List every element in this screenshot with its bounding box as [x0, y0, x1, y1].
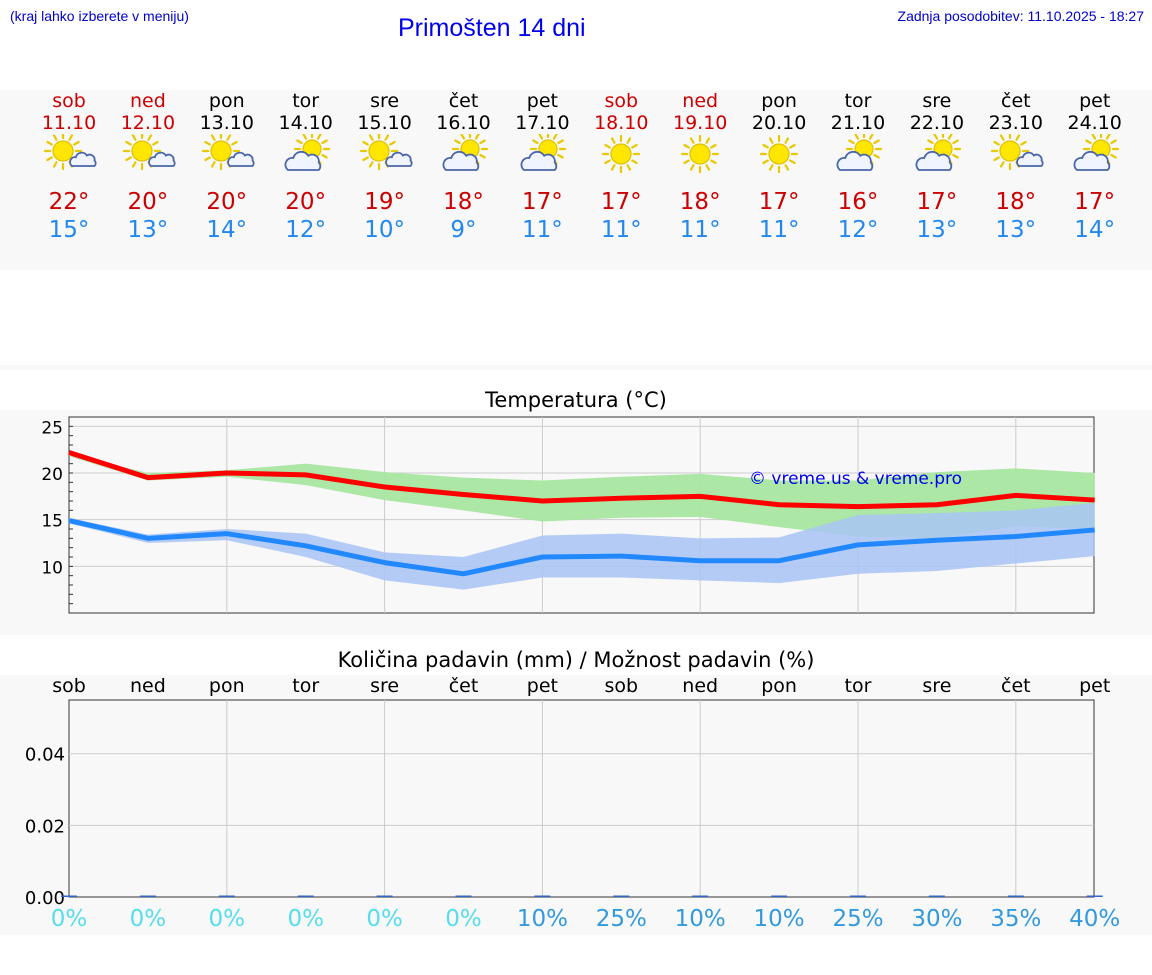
min-temp: 14°: [206, 217, 248, 243]
min-temp: 13°: [127, 217, 169, 243]
cloud-sun-icon: [818, 130, 898, 186]
forecast-strip: [0, 90, 1152, 270]
day-name: ned: [682, 90, 719, 112]
day-column: sre 15.10 19° 10°: [345, 90, 425, 244]
day-name: sob: [604, 90, 639, 112]
cloud-sun-icon: [424, 130, 504, 186]
max-temp: 18°: [679, 189, 721, 215]
max-temp: 22°: [48, 189, 90, 215]
min-temp: 9°: [450, 217, 477, 243]
cloud-sun-icon: [897, 130, 977, 186]
max-temp: 20°: [285, 189, 327, 215]
day-name: čet: [1001, 90, 1031, 112]
day-date: 16.10: [436, 112, 491, 134]
max-temp: 17°: [600, 189, 642, 215]
sun-icon: [581, 134, 661, 186]
day-name: tor: [844, 90, 872, 112]
max-temp: 17°: [758, 189, 800, 215]
day-name: čet: [448, 90, 479, 112]
day-column: ned 12.10 20° 13°: [108, 90, 188, 244]
day-name: pet: [526, 90, 558, 112]
day-name: pet: [1079, 90, 1111, 112]
divider: [0, 365, 1152, 370]
min-temp: 15°: [48, 217, 90, 243]
max-temp: 16°: [837, 189, 879, 215]
day-date: 19.10: [672, 112, 728, 134]
cloud-sun-icon: [1055, 130, 1135, 186]
day-date: 20.10: [751, 112, 807, 134]
max-temp: 17°: [522, 189, 563, 215]
max-temp: 20°: [206, 189, 248, 215]
day-name: pon: [208, 90, 245, 112]
day-date: 24.10: [1067, 112, 1122, 134]
day-name: pon: [761, 90, 797, 112]
min-temp: 11°: [522, 217, 563, 243]
day-date: 11.10: [41, 112, 97, 134]
day-date: 13.10: [199, 112, 254, 134]
day-date: 21.10: [830, 112, 886, 134]
day-column: čet 16.10 18° 9°: [424, 90, 504, 244]
day-date: 14.10: [278, 112, 333, 134]
day-date: 12.10: [120, 112, 176, 134]
sun-cloud-icon: [29, 131, 109, 186]
max-temp: 17°: [916, 189, 958, 215]
min-temp: 11°: [600, 217, 642, 243]
sun-icon: [660, 134, 740, 186]
day-name: sre: [922, 90, 952, 112]
temperature-chart-title: Temperatura (°C): [485, 388, 667, 412]
precip-chart-panel: [0, 675, 1152, 935]
day-date: 15.10: [357, 112, 412, 134]
day-column: ned 19.10 18° 11°: [660, 90, 740, 244]
cloud-sun-icon: [266, 130, 346, 186]
day-name: sob: [52, 90, 86, 112]
min-temp: 11°: [758, 217, 800, 243]
precip-chart-title: Količina padavin (mm) / Možnost padavin …: [337, 648, 815, 672]
min-temp: 10°: [364, 217, 405, 243]
page-title: Primošten 14 dni: [398, 14, 586, 42]
sun-cloud-icon: [345, 131, 425, 186]
max-temp: 20°: [127, 189, 169, 215]
day-date: 18.10: [594, 112, 649, 134]
day-name: ned: [129, 90, 166, 112]
day-column: sre 22.10 17° 13°: [897, 90, 977, 244]
max-temp: 18°: [995, 189, 1037, 215]
day-date: 17.10: [515, 112, 570, 134]
sun-icon: [739, 134, 819, 186]
day-name: tor: [292, 90, 320, 112]
day-column: pet 17.10 17° 11°: [502, 90, 582, 244]
day-column: pet 24.10 17° 14°: [1055, 90, 1135, 244]
min-temp: 14°: [1074, 217, 1116, 243]
day-column: tor 14.10 20° 12°: [266, 90, 346, 244]
cloud-sun-icon: [502, 130, 582, 186]
day-column: pon 20.10 17° 11°: [739, 90, 819, 244]
max-temp: 17°: [1074, 189, 1116, 215]
day-name: sre: [370, 90, 400, 112]
day-column: sob 11.10 22° 15°: [29, 90, 109, 244]
day-column: čet 23.10 18° 13°: [976, 90, 1056, 244]
daily-forecast: sob 11.10 22° 15° ned 12.10 20° 13° pon 13.10 20° 1…: [0, 90, 1152, 270]
sun-cloud-icon: [187, 131, 267, 186]
min-temp: 13°: [995, 217, 1037, 243]
sun-cloud-icon: [108, 131, 188, 186]
min-temp: 12°: [285, 217, 327, 243]
max-temp: 19°: [364, 189, 405, 215]
min-temp: 11°: [679, 217, 721, 243]
day-date: 23.10: [988, 112, 1043, 134]
location-hint[interactable]: (kraj lahko izberete v meniju): [10, 8, 189, 24]
day-date: 22.10: [909, 112, 965, 134]
day-column: tor 21.10 16° 12°: [818, 90, 898, 244]
sun-cloud-icon: [976, 131, 1056, 186]
min-temp: 13°: [916, 217, 958, 243]
max-temp: 18°: [443, 189, 484, 215]
day-column: pon 13.10 20° 14°: [187, 90, 267, 244]
day-column: sob 18.10 17° 11°: [581, 90, 661, 244]
min-temp: 12°: [837, 217, 879, 243]
last-update: Zadnja posodobitev: 11.10.2025 - 18:27: [897, 8, 1144, 24]
temperature-chart-panel: [0, 410, 1152, 635]
